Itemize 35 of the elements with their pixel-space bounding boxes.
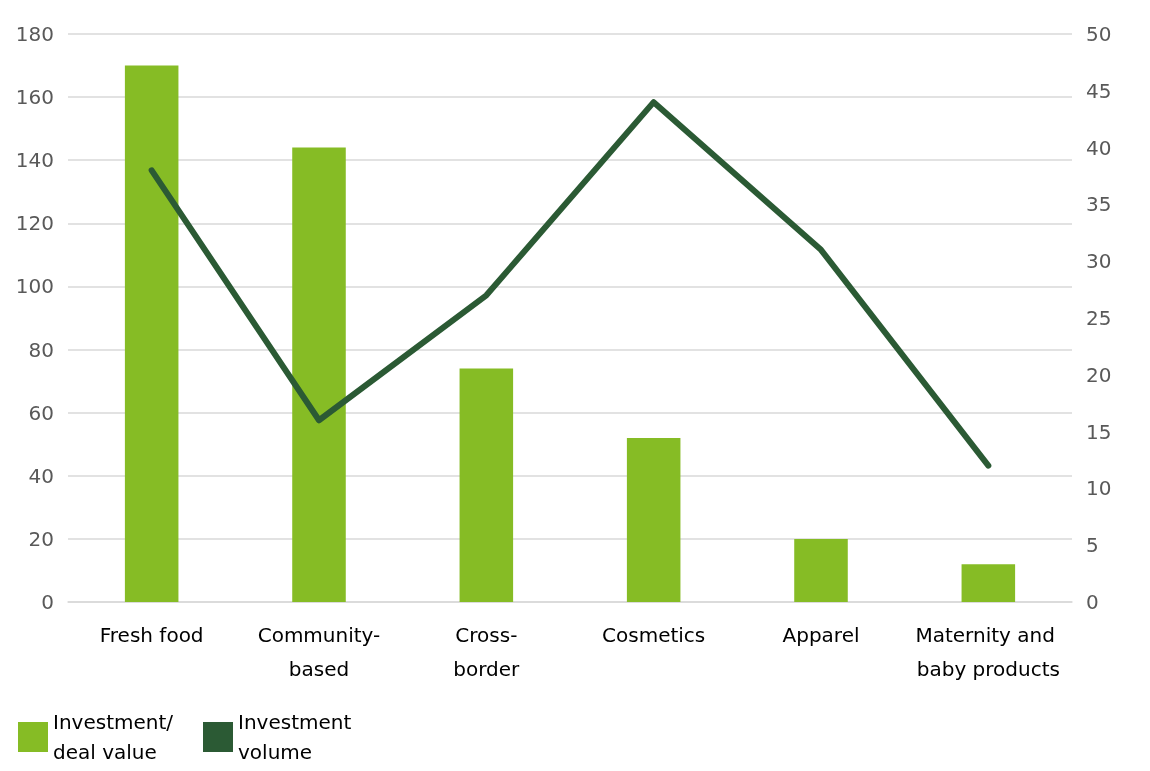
legend-label: Investment volume [238, 710, 358, 764]
y-tick-label: 140 [15, 148, 54, 173]
y-tick-label: 120 [15, 211, 54, 236]
x-tick-label: Apparel [782, 623, 860, 647]
x-tick-label: Maternity and baby products [915, 623, 1062, 681]
y-tick-label: 20 [28, 526, 54, 551]
y-tick-label: 100 [15, 274, 54, 299]
y-tick-label: 40 [28, 463, 54, 488]
y2-tick-label: 50 [1086, 22, 1112, 46]
bar [961, 564, 1016, 602]
bar [292, 147, 346, 602]
y-tick-label: 180 [15, 22, 54, 46]
bar [459, 368, 514, 602]
y2-tick-label: 0 [1086, 590, 1099, 614]
y-tick-label: 60 [28, 400, 54, 425]
x-tick-label: Cosmetics [602, 623, 706, 647]
y2-tick-label: 10 [1086, 476, 1112, 501]
x-tick-label: Cross-border [453, 623, 521, 681]
y2-tick-label: 25 [1086, 306, 1112, 330]
bar [124, 65, 179, 602]
x-tick-label: Community-based [257, 623, 381, 681]
y2-tick-label: 35 [1086, 192, 1112, 217]
bar [626, 437, 681, 602]
y-tick-label: 80 [28, 337, 54, 362]
bar [794, 538, 848, 602]
y-tick-label: 160 [15, 85, 54, 110]
x-tick-label: Fresh food [99, 623, 204, 647]
y2-tick-label: 30 [1086, 249, 1112, 274]
legend-label: Investment/deal value [53, 710, 174, 764]
y2-tick-label: 5 [1086, 533, 1099, 558]
y2-tick-label: 15 [1086, 419, 1112, 444]
y2-tick-label: 40 [1086, 135, 1112, 160]
y2-tick-label: 20 [1086, 362, 1112, 387]
y-tick-label: 0 [41, 590, 54, 614]
y2-tick-label: 45 [1086, 78, 1112, 103]
